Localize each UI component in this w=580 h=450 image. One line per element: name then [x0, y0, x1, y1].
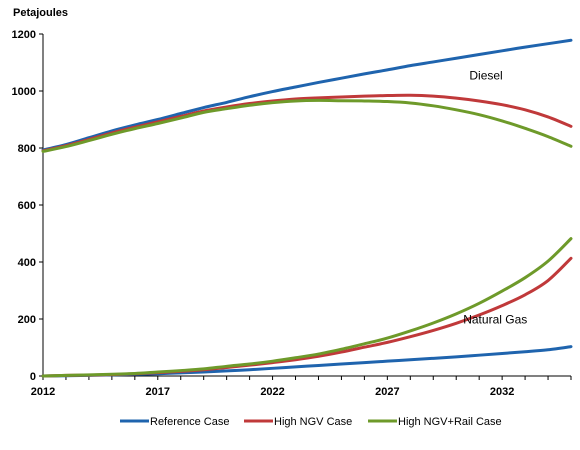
y-axis-title: Petajoules: [13, 7, 68, 19]
annotation-natural-gas: Natural Gas: [463, 312, 527, 326]
y-tick-label: 1000: [12, 86, 36, 98]
y-tick-label: 800: [18, 143, 36, 155]
legend-label-high-ngv-case: High NGV Case: [274, 416, 352, 428]
y-tick-label: 1200: [12, 29, 36, 41]
legend: Reference Case High NGV Case High NGV+Rail…: [120, 416, 502, 428]
x-tick-label: 2027: [375, 386, 399, 398]
series-line-natural-gas-reference-case: [41, 345, 573, 378]
annotations: Diesel Natural Gas: [463, 69, 527, 327]
y-tick-label: 200: [18, 314, 36, 326]
tick-labels: 0 200 400 600 800 1000 1200 2012 2017 2022 2027 203…: [12, 29, 515, 398]
x-tick-label: 2032: [490, 386, 514, 398]
series-line-diesel-high-ngv-case: [41, 93, 573, 153]
y-tick-label: 600: [18, 200, 36, 212]
legend-label-reference-case: Reference Case: [150, 416, 230, 428]
x-tick-label: 2017: [146, 386, 170, 398]
x-tick-label: 2022: [260, 386, 284, 398]
series-lines: [41, 38, 573, 378]
series-line-diesel-high-ngv-rail-case: [41, 98, 573, 153]
series-line-diesel-reference-case: [41, 38, 573, 152]
y-tick-label: 400: [18, 257, 36, 269]
y-tick-label: 0: [30, 371, 36, 383]
annotation-diesel: Diesel: [469, 69, 502, 83]
series-line-natural-gas-high-ngv-rail-case: [41, 237, 573, 378]
x-tick-label: 2012: [31, 386, 55, 398]
legend-label-high-ngv-rail-case: High NGV+Rail Case: [398, 416, 502, 428]
